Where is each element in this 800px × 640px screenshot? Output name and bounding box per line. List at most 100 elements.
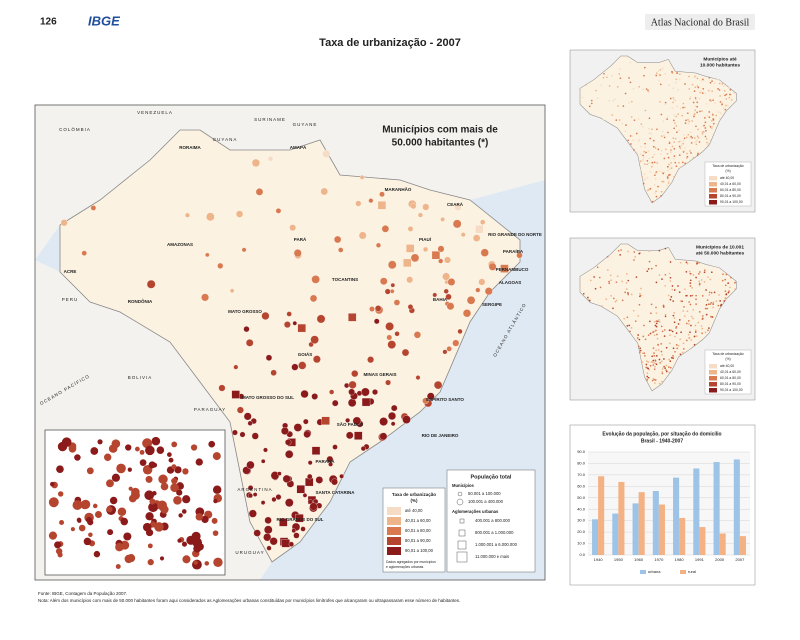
- municipality-marker: [660, 360, 663, 363]
- municipality-marker: [694, 324, 697, 327]
- municipality-marker: [623, 317, 626, 320]
- municipality-marker: [681, 161, 684, 164]
- municipality-marker: [677, 323, 680, 325]
- legend-swatch: [387, 527, 401, 535]
- agglomeration-marker: [500, 264, 509, 273]
- municipality-marker: [417, 212, 423, 218]
- municipality-marker: [316, 314, 326, 324]
- municipality-marker: [345, 431, 354, 440]
- municipality-marker: [655, 363, 658, 366]
- municipality-marker: [407, 304, 414, 310]
- municipality-marker: [308, 341, 314, 348]
- legend-subtitle: Aglomerações urbanas: [452, 509, 499, 514]
- municipality-marker: [628, 102, 630, 104]
- municipality-marker: [711, 90, 713, 93]
- municipality-marker: [697, 273, 700, 275]
- municipality-marker: [696, 261, 699, 264]
- municipality-marker: [368, 198, 374, 204]
- inset-marker: [147, 543, 153, 549]
- place-label: AMAZONAS: [167, 242, 193, 247]
- municipality-marker: [701, 315, 704, 317]
- small-map-body: [579, 55, 737, 204]
- municipality-marker: [663, 335, 666, 338]
- municipality-marker: [235, 210, 244, 218]
- municipality-marker: [684, 122, 687, 125]
- municipality-marker: [699, 110, 701, 113]
- municipality-marker: [359, 175, 365, 180]
- municipality-marker: [302, 493, 308, 498]
- inset-marker: [127, 467, 132, 472]
- municipality-marker: [642, 155, 645, 158]
- inset-marker: [78, 524, 86, 532]
- y-tick-label: 50.0: [577, 495, 586, 500]
- municipality-marker: [655, 195, 658, 198]
- municipality-marker: [678, 129, 680, 132]
- agglomeration-marker: [321, 416, 330, 425]
- municipality-marker: [707, 276, 709, 278]
- municipality-marker: [723, 300, 726, 302]
- place-label: RONDÔNIA: [128, 297, 153, 304]
- municipality-marker: [649, 364, 652, 367]
- municipality-marker: [670, 151, 672, 154]
- municipality-marker: [672, 87, 675, 90]
- municipality-marker: [683, 348, 685, 350]
- municipality-marker: [626, 325, 629, 327]
- municipality-marker: [618, 119, 621, 121]
- municipality-marker: [369, 306, 375, 312]
- municipality-marker: [679, 261, 682, 264]
- municipality-marker: [675, 125, 678, 127]
- place-label: SÃO PAULO: [337, 421, 364, 427]
- municipality-marker: [201, 293, 209, 302]
- place-label: PERU: [62, 297, 79, 302]
- inset-marker: [159, 556, 165, 561]
- municipality-marker: [694, 329, 697, 332]
- municipality-marker: [660, 195, 662, 197]
- municipality-marker: [648, 250, 651, 252]
- place-label: GUYANE: [293, 122, 318, 127]
- municipality-marker: [372, 389, 378, 396]
- legend-label: 90,01 a 100,00: [405, 548, 434, 553]
- bar: [598, 476, 605, 555]
- municipality-marker: [688, 301, 691, 303]
- municipality-marker: [698, 282, 701, 285]
- municipality-marker: [653, 361, 655, 364]
- municipality-marker: [669, 276, 672, 279]
- agglomeration-marker: [348, 313, 357, 322]
- municipality-marker: [711, 80, 713, 82]
- municipality-marker: [255, 188, 264, 196]
- municipality-marker: [667, 131, 669, 134]
- municipality-marker: [351, 370, 359, 378]
- municipality-marker: [638, 138, 641, 141]
- small-legend-swatch: [709, 176, 717, 181]
- municipality-marker: [720, 303, 723, 306]
- municipality-marker: [670, 167, 673, 169]
- municipality-marker: [675, 332, 678, 334]
- municipality-marker: [594, 287, 597, 290]
- small-legend-swatch: [709, 376, 717, 381]
- municipality-marker: [723, 90, 726, 92]
- municipality-marker: [443, 288, 449, 294]
- municipality-marker: [251, 432, 259, 440]
- municipality-marker: [671, 145, 674, 148]
- municipality-marker: [695, 303, 697, 305]
- municipality-marker: [388, 411, 397, 421]
- agglomeration-marker: [403, 258, 412, 268]
- municipality-marker: [627, 293, 630, 296]
- municipality-marker: [615, 119, 618, 122]
- municipality-marker: [682, 102, 685, 105]
- municipality-marker: [664, 247, 667, 250]
- inset-marker: [154, 522, 164, 532]
- municipality-marker: [338, 247, 344, 253]
- agglomeration-marker: [311, 446, 321, 455]
- municipality-marker: [655, 306, 657, 309]
- legend-label: 11.000.000 e mais: [475, 554, 509, 559]
- municipality-marker: [695, 294, 697, 297]
- municipality-marker: [645, 88, 648, 90]
- municipality-marker: [681, 114, 684, 117]
- municipality-marker: [683, 137, 686, 140]
- municipality-marker: [697, 86, 700, 89]
- municipality-marker: [664, 101, 667, 104]
- municipality-marker: [650, 303, 653, 306]
- municipality-marker: [683, 305, 685, 308]
- municipality-marker: [712, 306, 714, 309]
